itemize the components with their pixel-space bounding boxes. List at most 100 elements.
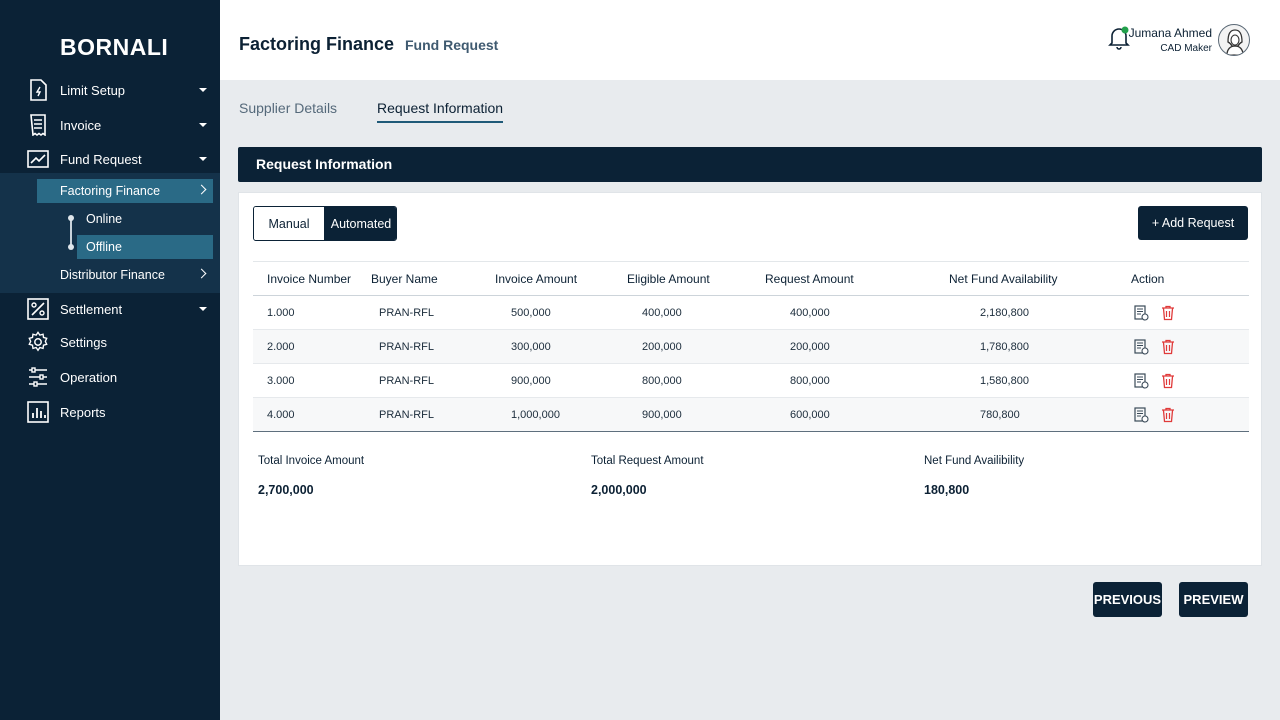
- caret-down-icon: [199, 123, 207, 127]
- mode-toggle: Manual Automated: [253, 206, 397, 241]
- sidebar: BORNALI Limit Setup Invoice Fund Request…: [0, 0, 220, 720]
- delete-icon[interactable]: [1161, 305, 1177, 321]
- sidebar-item-settlement[interactable]: Settlement: [0, 293, 220, 325]
- tab-supplier-details[interactable]: Supplier Details: [239, 100, 338, 116]
- brand-logo: BORNALI: [60, 34, 169, 60]
- caret-down-icon: [199, 307, 207, 311]
- cell-eligible: 800,000: [642, 374, 682, 387]
- total-value: 2,700,000: [258, 483, 314, 497]
- caret-down-icon: [199, 88, 207, 92]
- gear-icon: [27, 331, 49, 353]
- total-request-amount: Total Request Amount 2,000,000: [591, 455, 704, 497]
- cell-amount: 900,000: [511, 374, 551, 387]
- cell-net: 1,580,800: [980, 374, 1029, 387]
- avatar[interactable]: [1218, 24, 1250, 56]
- sidebar-item-reports[interactable]: Reports: [0, 396, 220, 428]
- view-details-icon[interactable]: [1133, 338, 1149, 355]
- sidebar-item-label: Fund Request: [60, 151, 142, 167]
- column-header: Invoice Number: [253, 261, 371, 296]
- user-name: Jumana Ahmed: [1128, 26, 1212, 40]
- request-card: Manual Automated + Add Request Invoice N…: [238, 192, 1262, 566]
- page-title: Factoring Finance: [239, 34, 395, 54]
- bar-chart-icon: [27, 401, 49, 423]
- section-title: Request Information: [238, 147, 1262, 182]
- tree-node: [68, 244, 74, 250]
- delete-icon[interactable]: [1161, 373, 1177, 389]
- cell-request: 200,000: [790, 340, 830, 353]
- add-request-button[interactable]: + Add Request: [1138, 206, 1248, 240]
- cell-actions: [1131, 364, 1249, 398]
- total-label: Total Request Amount: [591, 455, 704, 467]
- cell-actions: [1131, 296, 1249, 330]
- sliders-icon: [27, 366, 49, 388]
- sidebar-item-label: Invoice: [60, 117, 102, 133]
- total-value: 180,800: [924, 483, 970, 497]
- table-header-row: Invoice Number Buyer Name Invoice Amount…: [253, 261, 1249, 296]
- cell-buyer: PRAN-RFL: [379, 408, 435, 421]
- chart-line-icon: [27, 148, 49, 170]
- delete-icon[interactable]: [1161, 407, 1177, 423]
- receipt-icon: [27, 114, 49, 136]
- tab-request-information[interactable]: Request Information: [377, 100, 504, 123]
- table-row: 1.000 PRAN-RFL 500,000 400,000 400,000 2,180,…: [253, 296, 1249, 330]
- tree-connector: [70, 218, 72, 247]
- sidebar-item-invoice[interactable]: Invoice: [0, 109, 220, 141]
- notification-bell-icon[interactable]: [1108, 26, 1130, 50]
- fund-request-submenu: Factoring Finance Online Offline Distrib…: [0, 173, 220, 293]
- tree-node: [68, 215, 74, 221]
- cell-amount: 500,000: [511, 306, 551, 319]
- cell-actions: [1131, 330, 1249, 364]
- total-invoice-amount: Total Invoice Amount 2,700,000: [258, 455, 365, 497]
- sidebar-item-distributor-finance[interactable]: Distributor Finance: [37, 263, 213, 287]
- previous-button[interactable]: PREVIOUS: [1093, 582, 1162, 617]
- sidebar-item-label: Settlement: [60, 301, 123, 317]
- request-table: Invoice Number Buyer Name Invoice Amount…: [253, 261, 1249, 432]
- cell-net: 1,780,800: [980, 340, 1029, 353]
- sidebar-item-label: Offline: [86, 240, 122, 254]
- sidebar-item-operation[interactable]: Operation: [0, 361, 220, 393]
- sidebar-item-label: Reports: [60, 404, 106, 420]
- cell-eligible: 400,000: [642, 306, 682, 319]
- view-details-icon[interactable]: [1133, 304, 1149, 321]
- cell-buyer: PRAN-RFL: [379, 340, 435, 353]
- cell-net: 2,180,800: [980, 306, 1029, 319]
- chevron-right-icon: [196, 184, 207, 195]
- chevron-right-icon: [196, 268, 207, 279]
- cell-net: 780,800: [980, 408, 1020, 421]
- cell-buyer: PRAN-RFL: [379, 374, 435, 387]
- cell-request: 600,000: [790, 408, 830, 421]
- preview-button[interactable]: PREVIEW: [1179, 582, 1248, 617]
- sidebar-item-factoring-finance[interactable]: Factoring Finance: [37, 179, 213, 203]
- sidebar-item-fund-request[interactable]: Fund Request: [0, 143, 220, 175]
- total-label: Net Fund Availibility: [924, 455, 1025, 467]
- top-header: Factoring Finance Fund Request Jumana Ah…: [220, 0, 1280, 80]
- cell-request: 800,000: [790, 374, 830, 387]
- automated-option[interactable]: Automated: [324, 207, 396, 240]
- column-header: Eligible Amount: [627, 261, 765, 296]
- total-value: 2,000,000: [591, 483, 647, 497]
- column-header: Request Amount: [765, 261, 949, 296]
- sidebar-item-settings[interactable]: Settings: [0, 326, 220, 358]
- cell-eligible: 200,000: [642, 340, 682, 353]
- column-header: Action: [1131, 261, 1249, 296]
- sidebar-item-online[interactable]: Online: [77, 207, 213, 231]
- sidebar-item-offline[interactable]: Offline: [77, 235, 213, 259]
- net-fund-availability: Net Fund Availibility 180,800: [924, 455, 1025, 497]
- table-row: 4.000 PRAN-RFL 1,000,000 900,000 600,000 780,…: [253, 397, 1249, 432]
- table-row: 2.000 PRAN-RFL 300,000 200,000 200,000 1,780,…: [253, 329, 1249, 364]
- cell-actions: [1131, 398, 1249, 432]
- user-role: CAD Maker: [1160, 43, 1212, 54]
- caret-down-icon: [199, 157, 207, 161]
- percent-icon: [27, 298, 49, 320]
- column-header: Net Fund Availability: [949, 261, 1131, 296]
- cell-request: 400,000: [790, 306, 830, 319]
- manual-option[interactable]: Manual: [254, 207, 324, 240]
- sidebar-item-label: Online: [86, 212, 123, 226]
- delete-icon[interactable]: [1161, 339, 1177, 355]
- view-details-icon[interactable]: [1133, 372, 1149, 389]
- sidebar-item-limit-setup[interactable]: Limit Setup: [0, 74, 220, 106]
- view-details-icon[interactable]: [1133, 406, 1149, 423]
- sidebar-item-label: Operation: [60, 369, 118, 385]
- total-label: Total Invoice Amount: [258, 455, 365, 467]
- sidebar-item-label: Factoring Finance: [60, 184, 161, 198]
